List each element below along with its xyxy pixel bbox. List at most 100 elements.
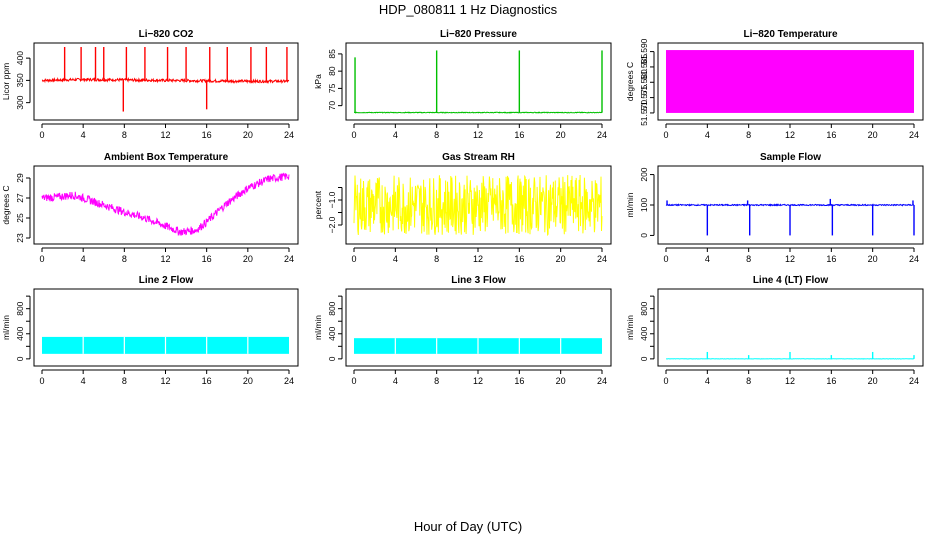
x-tick-label: 0 [39, 376, 44, 386]
y-tick-label: 100 [639, 198, 649, 212]
x-axis: 0 4 8 12 16 20 24 [351, 369, 607, 386]
x-tick-label: 0 [351, 130, 356, 140]
y-tick-label: 400 [639, 326, 649, 340]
y-axis-label: degrees C [1, 185, 11, 224]
x-tick-label: 24 [597, 254, 607, 264]
panel-title: Sample Flow [760, 152, 821, 163]
y-axis-label: ml/min [313, 315, 323, 340]
y-axis: 70 75 80 85 kPa [313, 49, 343, 110]
plot-frame [657, 42, 924, 121]
panel-6: Line 2 Flow 0 4 8 12 16 20 24 0 400 800 ml/min [1, 275, 299, 386]
x-axis: 0 4 8 12 16 20 24 [663, 369, 919, 386]
y-tick-label: 400 [327, 326, 337, 340]
x-tick-label: 24 [597, 376, 607, 386]
panel-7: Line 3 Flow 0 4 8 12 16 20 24 0 400 800 ml/min [313, 275, 612, 386]
x-tick-label: 20 [868, 130, 878, 140]
y-axis-label: ml/min [625, 315, 635, 340]
x-axis: 0 4 8 12 16 20 24 [663, 247, 919, 264]
plot-frame [33, 42, 299, 121]
x-tick-label: 8 [746, 130, 751, 140]
y-tick-label: 300 [15, 95, 25, 109]
y-axis-label: degrees C [625, 62, 635, 101]
y-tick-label: 27 [15, 193, 25, 203]
x-tick-label: 24 [909, 130, 919, 140]
x-tick-label: 16 [202, 254, 212, 264]
x-tick-label: 0 [663, 254, 668, 264]
x-tick-label: 4 [81, 130, 86, 140]
x-tick-label: 4 [81, 254, 86, 264]
x-axis: 0 4 8 12 16 20 24 [39, 369, 294, 386]
plot-frame [657, 165, 924, 245]
x-tick-label: 4 [393, 254, 398, 264]
x-tick-label: 0 [351, 254, 356, 264]
panel-3: Ambient Box Temperature 0 4 8 12 16 20 24 23 25 27… [1, 152, 299, 264]
panel-title: Line 4 (LT) Flow [753, 275, 829, 286]
panel-title: Li−820 Temperature [743, 29, 837, 40]
panel-5: Sample Flow 0 4 8 12 16 20 24 0 100 200 ml/min [625, 152, 924, 264]
x-tick-label: 8 [122, 130, 127, 140]
x-tick-label: 24 [284, 376, 294, 386]
panel-1: Li−820 Pressure 0 4 8 12 16 20 24 70 75 80 85 kPa [313, 29, 612, 140]
panel-title: Line 3 Flow [451, 275, 506, 286]
y-tick-label: 400 [15, 326, 25, 340]
x-tick-label: 20 [243, 130, 253, 140]
y-tick-label: 350 [15, 73, 25, 87]
y-tick-label: 25 [15, 213, 25, 223]
x-axis: 0 4 8 12 16 20 24 [351, 123, 607, 140]
panel-title: Ambient Box Temperature [104, 152, 229, 163]
x-tick-label: 4 [705, 130, 710, 140]
x-tick-label: 4 [393, 130, 398, 140]
x-tick-label: 4 [705, 376, 710, 386]
x-tick-label: 12 [785, 130, 795, 140]
x-tick-label: 16 [514, 376, 524, 386]
y-tick-label: 0 [639, 356, 649, 361]
x-tick-label: 16 [202, 376, 212, 386]
x-axis: 0 4 8 12 16 20 24 [351, 247, 607, 264]
x-tick-label: 8 [434, 376, 439, 386]
x-tick-label: 12 [473, 376, 483, 386]
y-tick-label: 51.590 [639, 38, 649, 64]
plot-frame [345, 42, 612, 121]
y-tick-label: 23 [15, 233, 25, 243]
x-tick-label: 12 [785, 254, 795, 264]
x-tick-label: 12 [785, 376, 795, 386]
x-tick-label: 16 [202, 130, 212, 140]
x-tick-label: 24 [284, 254, 294, 264]
panel-8: Line 4 (LT) Flow 0 4 8 12 16 20 24 0 400 800 ml/min [625, 275, 924, 386]
x-tick-label: 12 [473, 254, 483, 264]
y-axis-label: ml/min [625, 192, 635, 217]
y-tick-label: 80 [327, 66, 337, 76]
data-series [353, 174, 603, 237]
y-tick-label: 51.575 [639, 84, 649, 110]
x-tick-label: 0 [351, 376, 356, 386]
x-tick-label: 8 [122, 376, 127, 386]
y-tick-label: 29 [15, 173, 25, 183]
y-axis-label: percent [313, 190, 323, 219]
panel-title: Li−820 Pressure [440, 29, 517, 40]
y-tick-label: 200 [639, 167, 649, 181]
y-axis: 0 400 800 ml/min [625, 295, 655, 361]
y-tick-label: 800 [327, 301, 337, 315]
x-tick-label: 0 [663, 376, 668, 386]
x-tick-label: 24 [909, 254, 919, 264]
x-tick-label: 0 [39, 130, 44, 140]
y-axis: 0 100 200 ml/min [625, 167, 655, 238]
y-tick-label: 800 [15, 301, 25, 315]
panel-0: Li−820 CO2 0 4 8 12 16 20 24 300 350 400 Licor ppm [1, 29, 299, 140]
panel-title: Li−820 CO2 [139, 29, 194, 40]
x-tick-label: 16 [826, 376, 836, 386]
y-axis: 0 400 800 ml/min [1, 295, 31, 361]
panel-2: Li−820 Temperature 0 4 8 12 16 20 24 51.57051.57… [625, 29, 924, 140]
x-tick-label: 24 [597, 130, 607, 140]
y-tick-label: 0 [639, 233, 649, 238]
x-tick-label: 16 [826, 130, 836, 140]
x-tick-label: 8 [746, 254, 751, 264]
y-tick-label: −1.0 [327, 191, 337, 208]
x-tick-label: 12 [160, 376, 170, 386]
x-axis-caption: Hour of Day (UTC) [413, 519, 523, 534]
x-tick-label: 12 [160, 254, 170, 264]
y-axis: 23 25 27 29 degrees C [1, 173, 31, 243]
panel-title: Gas Stream RH [442, 152, 515, 163]
